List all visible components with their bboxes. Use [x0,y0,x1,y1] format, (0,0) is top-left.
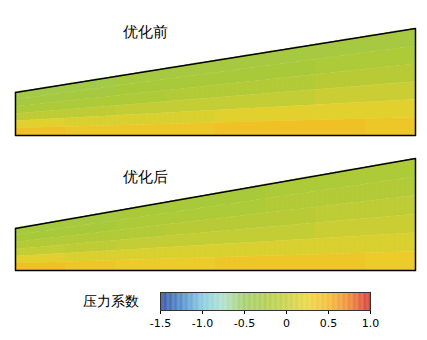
svg-text:-1.0: -1.0 [192,317,213,330]
svg-text:-1.5: -1.5 [150,317,171,330]
svg-text:0: 0 [283,317,290,330]
svg-text:优化前: 优化前 [123,23,168,41]
svg-text:0.5: 0.5 [320,317,338,330]
svg-text:-0.5: -0.5 [234,317,255,330]
svg-text:1.0: 1.0 [362,317,380,330]
svg-text:优化后: 优化后 [123,168,168,186]
svg-text:压力系数: 压力系数 [83,293,139,309]
